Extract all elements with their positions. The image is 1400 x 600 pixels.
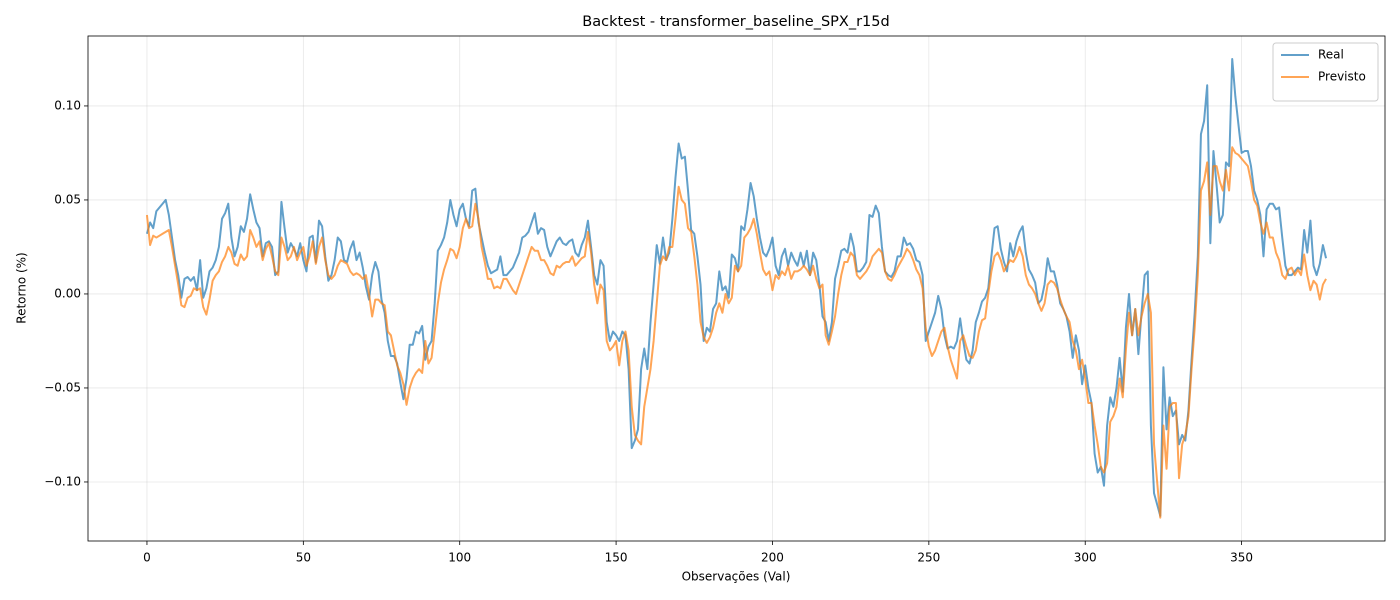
x-tick-label: 300 xyxy=(1074,551,1097,565)
axes: 0 50 100 150 200 250 300 350 −0.10 −0.05 0.00 0.05 0… xyxy=(44,98,1253,564)
grid xyxy=(88,36,1385,541)
x-tick-label: 50 xyxy=(296,551,311,565)
y-axis-label: Retorno (%) xyxy=(15,252,29,323)
y-tick-label: 0.10 xyxy=(54,98,81,112)
legend-box xyxy=(1272,42,1379,102)
chart-title: Backtest - transformer_baseline_SPX_r15d xyxy=(582,14,889,30)
legend-label: Real xyxy=(1318,48,1344,62)
plot-area xyxy=(145,57,1328,519)
y-tick-label: 0.05 xyxy=(54,192,81,206)
y-tick-label: 0.00 xyxy=(54,286,81,300)
x-tick-label: 250 xyxy=(917,551,940,565)
x-tick-label: 150 xyxy=(605,551,628,565)
axes-frame xyxy=(87,35,1386,542)
x-tick-label: 100 xyxy=(448,551,471,565)
legend-label: Previsto xyxy=(1318,70,1366,84)
series-line xyxy=(145,57,1328,517)
x-tick-label: 0 xyxy=(143,551,151,565)
x-tick-label: 350 xyxy=(1230,551,1253,565)
y-tick-label: −0.10 xyxy=(44,474,81,488)
legend: Real Previsto xyxy=(1272,42,1379,102)
x-axis-label: Observações (Val) xyxy=(682,570,791,584)
y-tick-label: −0.05 xyxy=(44,380,81,394)
x-tick-label: 200 xyxy=(761,551,784,565)
series-line xyxy=(145,146,1327,519)
